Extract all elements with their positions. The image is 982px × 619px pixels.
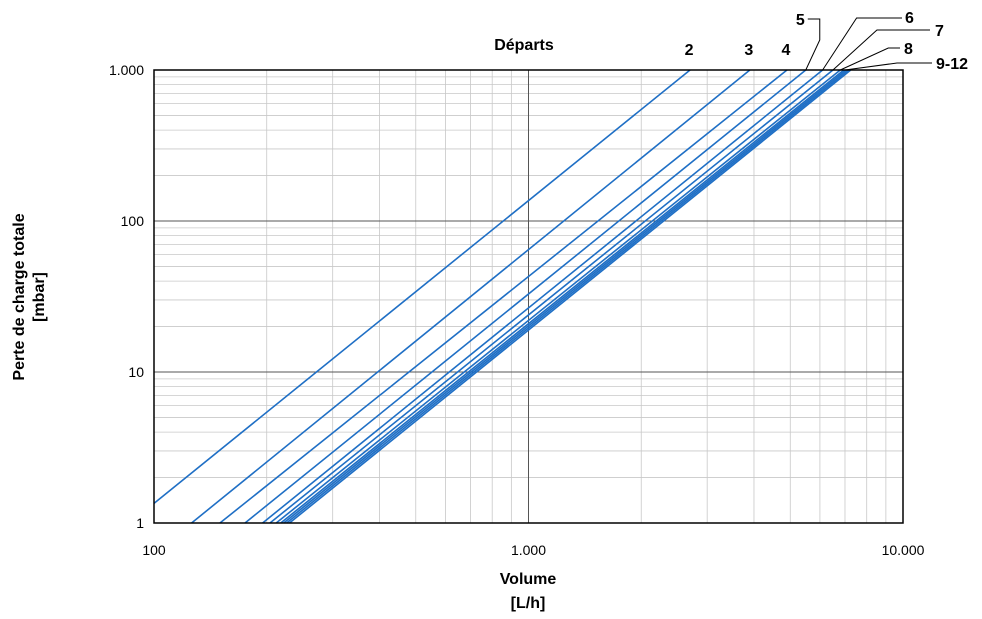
series-label-6: 6	[905, 10, 914, 27]
series-label-9-12: 9-12	[936, 56, 968, 73]
y-tick-label: 10	[128, 364, 144, 380]
series-line-11	[286, 69, 849, 524]
series-label-5: 5	[796, 12, 805, 29]
plot-frame	[153, 69, 904, 524]
x-tick-label: 100	[142, 542, 166, 558]
series-label-8: 8	[904, 41, 913, 58]
series-line-6	[262, 69, 824, 524]
series-label-leader	[832, 29, 930, 71]
series-lines	[153, 69, 852, 524]
x-axis-unit: [L/h]	[511, 595, 546, 612]
series-label-4: 4	[782, 42, 791, 59]
y-tick-label: 100	[121, 213, 145, 229]
series-line-5	[244, 69, 807, 524]
series-label-leader	[840, 47, 900, 71]
y-axis-unit: [mbar]	[31, 272, 48, 322]
series-label-leader	[844, 62, 932, 71]
y-tick-label: 1.000	[109, 62, 144, 78]
series-label-leader	[805, 18, 821, 71]
series-labels: 2 3 45 6 7 8 9-12	[685, 10, 969, 73]
series-line-4	[219, 69, 788, 524]
series-label-leader	[822, 17, 902, 71]
series-line-8	[275, 69, 841, 524]
series-label-2: 2	[685, 42, 694, 59]
series-label-7: 7	[935, 23, 944, 40]
x-axis-title: Volume	[500, 571, 557, 588]
legend-title: Départs	[494, 37, 554, 54]
x-tick-label: 10.000	[882, 542, 925, 558]
series-label-leaders	[805, 17, 932, 71]
x-tick-labels: 100 1.000 10.000	[142, 542, 924, 558]
series-line-9	[280, 69, 845, 524]
y-tick-labels: 1 10 100 1.000	[109, 62, 144, 531]
series-line-2	[153, 69, 691, 504]
series-line-7	[269, 69, 834, 524]
series-line-3	[191, 69, 751, 524]
series-line-12	[288, 69, 852, 524]
y-tick-label: 1	[136, 515, 144, 531]
series-line-10	[283, 69, 847, 524]
y-axis-title: Perte de charge totale	[11, 213, 28, 380]
series-label-3: 3	[744, 42, 753, 59]
x-tick-label: 1.000	[511, 542, 546, 558]
